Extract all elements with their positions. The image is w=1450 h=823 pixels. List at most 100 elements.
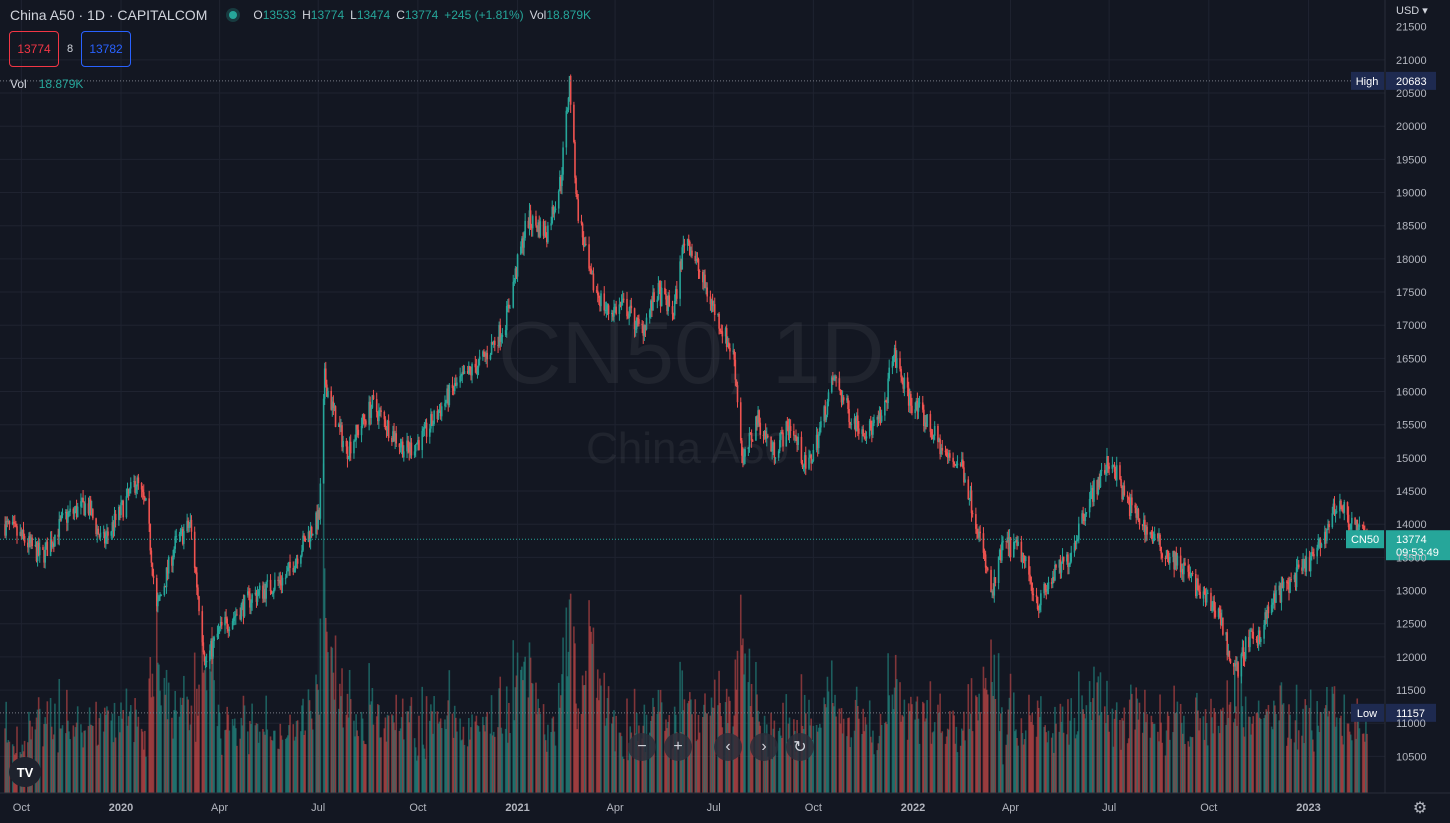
volume-bar [204, 665, 207, 793]
volume-bar [512, 640, 515, 793]
candle-body [385, 429, 388, 431]
volume-bar [308, 700, 311, 793]
candle-body [112, 522, 115, 531]
volume-bar [1188, 746, 1191, 793]
volume-bar [429, 720, 431, 793]
candle-body [676, 289, 678, 299]
volume-bar [869, 736, 872, 793]
volume-bar [375, 716, 378, 793]
volume-bar [1287, 737, 1289, 793]
volume-bar [178, 716, 181, 793]
volume-bar [830, 660, 833, 793]
candle-body [1104, 470, 1106, 474]
candle-body [134, 481, 136, 493]
volume-bar [149, 657, 152, 793]
candle-body [583, 243, 586, 247]
candle-body [218, 626, 221, 628]
symbol-title[interactable]: China A50 · 1D · CAPITALCOM [10, 7, 208, 23]
gear-icon[interactable]: ⚙ [1412, 800, 1428, 817]
volume-bar [945, 736, 948, 793]
candle-body [1047, 582, 1050, 590]
candle-body [1068, 564, 1070, 568]
volume-bar [1335, 717, 1338, 793]
candle-body [1093, 480, 1095, 502]
volume-bar [1174, 712, 1177, 793]
candle-body [975, 514, 977, 529]
currency-selector[interactable]: USD ▾ [1396, 4, 1428, 17]
volume-bar [224, 730, 226, 793]
volume-bar [304, 730, 307, 793]
volume-bar [187, 699, 189, 793]
volume-bar [231, 719, 234, 793]
volume-bar [302, 698, 304, 793]
volume-bar [1043, 726, 1045, 793]
candle-body [691, 250, 693, 256]
volume-bar [392, 715, 394, 793]
candle-body [590, 268, 593, 274]
candle-body [452, 387, 455, 392]
volume-bar [198, 684, 200, 793]
volume-bar [395, 694, 398, 793]
candle-body [483, 351, 485, 354]
zoom-out-button[interactable]: − [628, 733, 656, 761]
volume-bar [1301, 735, 1303, 793]
volume-bar [1229, 702, 1232, 793]
volume-bar [474, 721, 477, 793]
candle-body [211, 640, 213, 657]
volume-bar [410, 697, 413, 793]
time-axis[interactable]: Oct 2020 Apr Jul Oct 2021 Apr Jul Oct 2022 Apr Jul O… [13, 802, 1321, 814]
volume-bar [630, 732, 633, 793]
candle-body [220, 621, 223, 626]
candle-body [887, 378, 889, 404]
candle-body [1332, 503, 1335, 514]
candle-body [1061, 556, 1064, 564]
volume-bar [423, 748, 426, 793]
volume-bar [930, 743, 933, 793]
volume-bar [235, 728, 237, 793]
volume-bar [144, 730, 146, 793]
scroll-back-button[interactable]: ‹ [714, 733, 742, 761]
scroll-forward-button[interactable]: › [750, 733, 778, 761]
volume-bar [1081, 695, 1083, 793]
sell-button[interactable]: 13774 [9, 31, 59, 67]
buy-button[interactable]: 13782 [81, 31, 131, 67]
candle-body [1055, 564, 1057, 568]
open-label: O [253, 8, 263, 22]
time-tick-label: Oct [13, 802, 30, 814]
volume-bar [1073, 717, 1076, 793]
volume-bar [494, 736, 496, 793]
candle-body [824, 406, 827, 420]
volume-bar [680, 732, 682, 793]
candle-body [277, 579, 279, 581]
volume-bar [337, 708, 340, 793]
reset-chart-button[interactable]: ↻ [786, 733, 814, 761]
volume-bar [908, 711, 911, 793]
volume-bar [333, 699, 336, 793]
volume-bar [92, 725, 94, 793]
candle-body [917, 402, 920, 412]
volume-bar [963, 711, 965, 793]
zoom-in-button[interactable]: + [664, 733, 692, 761]
volume-bar [285, 737, 288, 793]
tradingview-logo-icon[interactable]: TV [9, 757, 41, 787]
volume-bar [225, 729, 227, 793]
market-status-icon[interactable] [229, 11, 238, 19]
candle-body [1195, 574, 1197, 597]
volume-bar [520, 669, 522, 793]
volume-bar [436, 711, 439, 793]
volume-bar [492, 731, 495, 793]
candle-body [339, 424, 341, 428]
volume-bar [171, 717, 173, 793]
candle-body [1024, 556, 1027, 562]
candle-body [482, 351, 484, 357]
volume-bar [401, 698, 404, 793]
candle-body [1030, 576, 1032, 583]
candle-body [1348, 527, 1351, 530]
volume-legend[interactable]: Vol 18.879K [10, 77, 83, 91]
candle-body [58, 518, 61, 537]
volume-bar [205, 690, 208, 793]
price-axis[interactable]: 1050011000115001200012500130001350014000… [0, 0, 1450, 794]
volume-bar [80, 724, 82, 793]
candle-body [81, 497, 83, 502]
